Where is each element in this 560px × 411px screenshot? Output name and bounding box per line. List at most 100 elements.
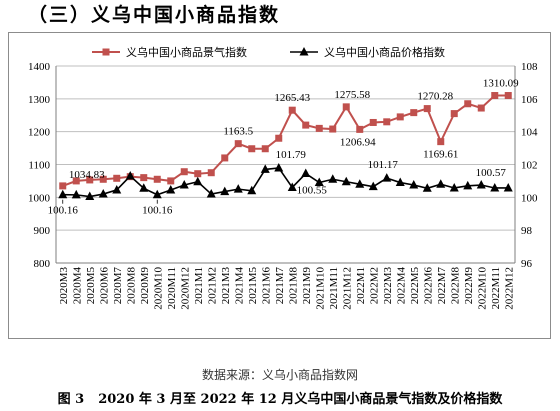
prosperity-point	[302, 121, 310, 129]
x-tick-label: 2020M4	[71, 267, 83, 305]
data-label: 101.17	[368, 159, 399, 171]
x-tick-label: 2021M4	[233, 267, 245, 305]
x-tick-label: 2021M12	[341, 267, 353, 310]
figure-caption: 图 3 2020 年 3 月至 2022 年 12 月义乌中国小商品景气指数及价格…	[0, 388, 560, 407]
y-right-tick-label: 108	[521, 61, 538, 73]
y-right-tick-label: 102	[521, 160, 538, 172]
legend-swatch-price-marker	[299, 47, 309, 56]
legend-label-price: 义乌中国小商品价格指数	[324, 45, 445, 59]
x-tick-label: 2021M2	[206, 267, 218, 304]
price-point	[490, 182, 500, 192]
prosperity-point	[86, 176, 94, 184]
figure-number: 图 3	[57, 392, 85, 407]
prosperity-point	[410, 109, 418, 117]
prosperity-point	[248, 145, 256, 153]
prosperity-point	[477, 104, 485, 112]
price-point	[233, 184, 243, 193]
prosperity-point	[153, 175, 161, 183]
price-point	[382, 173, 392, 182]
price-point	[314, 177, 324, 187]
price-point	[436, 179, 446, 188]
price-point	[368, 181, 378, 191]
price-point	[220, 186, 230, 196]
prosperity-point	[194, 170, 202, 178]
y-left-tick-label: 800	[34, 258, 51, 270]
data-label: 1206.94	[340, 136, 376, 148]
x-tick-label: 2022M12	[503, 267, 515, 310]
prosperity-point	[72, 177, 80, 185]
legend-swatch-prosperity-marker	[102, 48, 110, 56]
x-tick-label: 2020M11	[166, 267, 178, 309]
y-left-tick-label: 1400	[28, 61, 51, 73]
series-line-price	[62, 167, 509, 198]
prosperity-point	[437, 138, 445, 146]
prosperity-point	[423, 105, 431, 113]
y-left-tick-label: 1300	[28, 94, 51, 106]
price-point	[260, 164, 270, 173]
price-point	[463, 180, 473, 190]
price-point	[193, 176, 203, 186]
x-tick-label: 2022M4	[395, 267, 407, 305]
prosperity-point	[99, 175, 107, 183]
x-tick-label: 2020M3	[58, 267, 70, 305]
y-right-tick-label: 106	[521, 94, 538, 106]
chart-frame	[8, 32, 551, 339]
price-point	[71, 189, 81, 199]
x-tick-label: 2020M8	[125, 267, 137, 305]
figure-title: 2020 年 3 月至 2022 年 12 月义乌中国小商品景气指数及价格指数	[98, 392, 503, 407]
prosperity-point	[275, 134, 283, 142]
y-right-tick-label: 100	[521, 192, 538, 204]
x-tick-label: 2021M5	[247, 267, 259, 305]
x-tick-label: 2021M3	[220, 267, 232, 305]
x-tick-label: 2020M12	[179, 267, 191, 310]
prosperity-point	[261, 145, 269, 153]
source-note: 数据来源：义乌小商品指数网	[201, 368, 358, 382]
price-point	[287, 182, 297, 191]
x-tick-label: 2022M5	[409, 267, 421, 305]
y-right-tick-label: 104	[521, 127, 538, 139]
prosperity-point	[369, 118, 377, 126]
x-tick-label: 2022M11	[490, 267, 502, 309]
price-point	[152, 189, 162, 199]
prosperity-point	[504, 92, 512, 100]
x-tick-label: 2021M8	[287, 267, 299, 305]
price-point	[166, 184, 176, 194]
price-point	[58, 189, 68, 199]
price-point	[409, 180, 419, 189]
data-label: 1265.43	[274, 92, 310, 104]
price-point	[476, 180, 486, 189]
price-point	[274, 162, 284, 172]
prosperity-point	[180, 168, 188, 176]
x-tick-label: 2021M6	[260, 267, 272, 305]
x-tick-label: 2020M6	[98, 267, 110, 305]
x-tick-label: 2022M7	[436, 267, 448, 305]
price-point	[328, 174, 338, 183]
price-point	[422, 183, 432, 192]
y-right-tick-label: 96	[521, 258, 533, 270]
prosperity-point	[491, 92, 499, 100]
data-label: 1034.83	[69, 169, 105, 181]
price-point	[85, 191, 95, 201]
prosperity-point	[221, 154, 229, 162]
price-point	[98, 189, 108, 198]
legend-label-prosperity: 义乌中国小商品景气指数	[126, 45, 247, 59]
section-heading: （三）义乌中国小商品指数	[28, 4, 281, 26]
y-left-tick-label: 1100	[28, 160, 50, 172]
y-left-tick-label: 1200	[28, 127, 51, 139]
price-point	[503, 182, 513, 192]
prosperity-point	[207, 169, 215, 177]
y-left-tick-label: 900	[34, 225, 51, 237]
prosperity-point	[450, 110, 458, 118]
prosperity-point	[315, 124, 323, 132]
x-tick-label: 2021M1	[193, 267, 205, 304]
x-tick-label: 2022M3	[382, 267, 394, 305]
prosperity-point	[396, 113, 404, 121]
data-label: 100.16	[48, 205, 79, 217]
price-point	[112, 184, 122, 194]
price-point	[206, 189, 216, 198]
x-tick-label: 2020M7	[112, 267, 124, 305]
x-tick-label: 2022M6	[422, 267, 434, 305]
prosperity-point	[342, 103, 350, 111]
price-point	[139, 183, 149, 192]
